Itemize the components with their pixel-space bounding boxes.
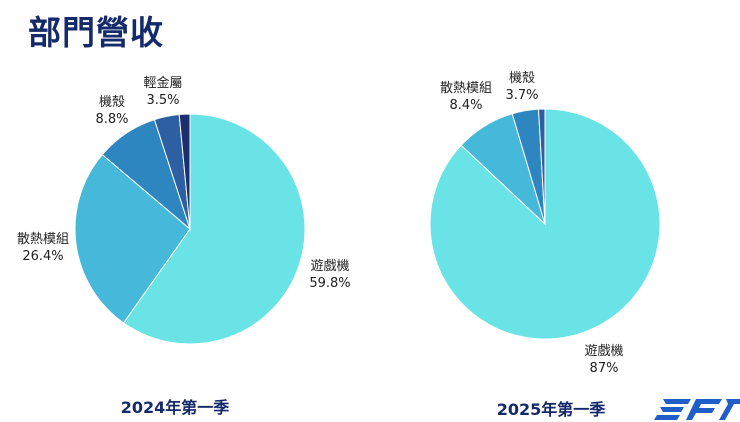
pie-2024-labels: 遊戲機 59.8% 散熱模組 26.4% 機殼 8.8% 輕金屬 3.5% [17,75,351,291]
slice-label: 機殼 3.7% [505,71,538,103]
slice-name: 散熱模組 [440,81,492,96]
slice-name: 機殼 [99,95,125,110]
slice-label: 散熱模組 26.4% [17,232,69,264]
pie-2025-caption: 2025年第一季 [497,400,607,419]
pie-2025-slices [429,108,661,340]
slice-percent: 59.8% [309,276,350,291]
pie-slice [74,153,191,324]
slice-percent: 3.5% [146,93,179,108]
slice-name: 遊戲機 [310,259,349,274]
pie-slice [178,113,191,230]
slice-name: 遊戲機 [584,344,623,359]
slice-percent: 26.4% [22,249,63,264]
pie-2025-labels: 遊戲機 87% 散熱模組 8.4% 機殼 3.7% [440,71,624,376]
pie-chart-2024: 遊戲機 59.8% 散熱模組 26.4% 機殼 8.8% 輕金屬 3.5% 2024年第一季 [17,75,351,417]
pie-2024-slices [74,113,306,345]
slice-name: 輕金屬 [143,75,182,91]
slice-percent: 8.4% [449,98,482,113]
slice-label: 散熱模組 8.4% [440,81,492,113]
slice-percent: 87% [590,361,619,376]
slice-percent: 8.8% [95,112,128,127]
slice-label: 機殼 8.8% [95,95,128,127]
slice-label: 遊戲機 87% [584,344,623,376]
page-title: 部門營收 [28,13,164,52]
pie-2024-caption: 2024年第一季 [121,398,231,417]
slice-label: 輕金屬 3.5% [143,75,182,108]
slice-label: 遊戲機 59.8% [309,259,350,291]
slice-name: 機殼 [509,71,535,86]
slice-name: 散熱模組 [17,232,69,247]
pie-slice [122,113,306,345]
pie-slice [537,108,546,225]
pie-chart-2025: 遊戲機 87% 散熱模組 8.4% 機殼 3.7% 2025年第一季 [429,71,661,419]
slice-percent: 3.7% [505,88,538,103]
company-logo-icon [654,399,740,420]
